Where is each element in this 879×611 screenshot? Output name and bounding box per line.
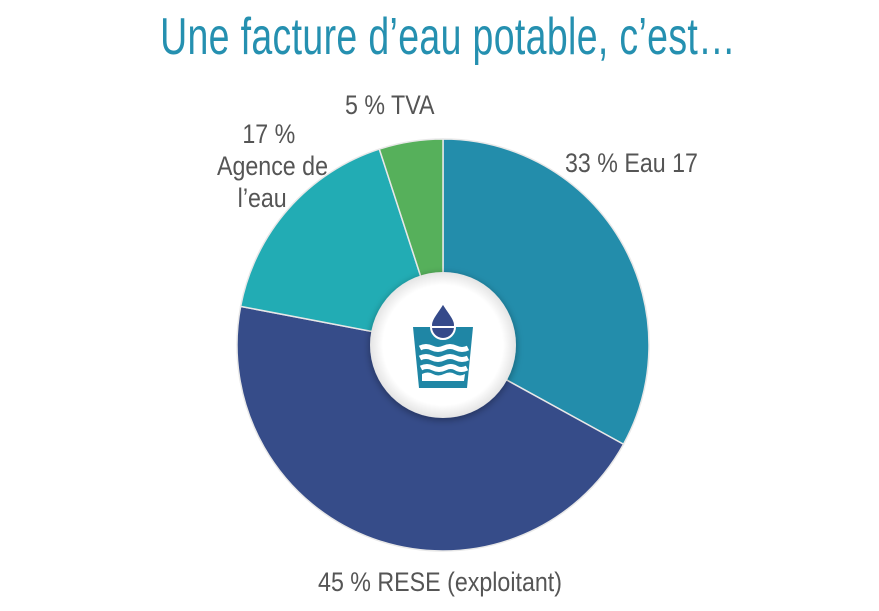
- label-agence-line3: l’eau: [237, 183, 287, 213]
- label-agence-line1: 17 %: [242, 119, 296, 149]
- label-agence-line2: Agence de: [216, 151, 328, 181]
- pie-slice-rese-exploitant: [236, 305, 625, 552]
- label-agence-de-leau: 17 % Agence de l’eau: [182, 118, 328, 214]
- water-glass-drop-icon: [413, 301, 473, 388]
- label-rese: 45 % RESE (exploitant): [318, 567, 562, 597]
- label-tva: 5 % TVA: [345, 90, 435, 120]
- label-eau17: 33 % Eau 17: [565, 148, 698, 178]
- chart-title: Une facture d’eau potable, c’est…: [160, 8, 736, 66]
